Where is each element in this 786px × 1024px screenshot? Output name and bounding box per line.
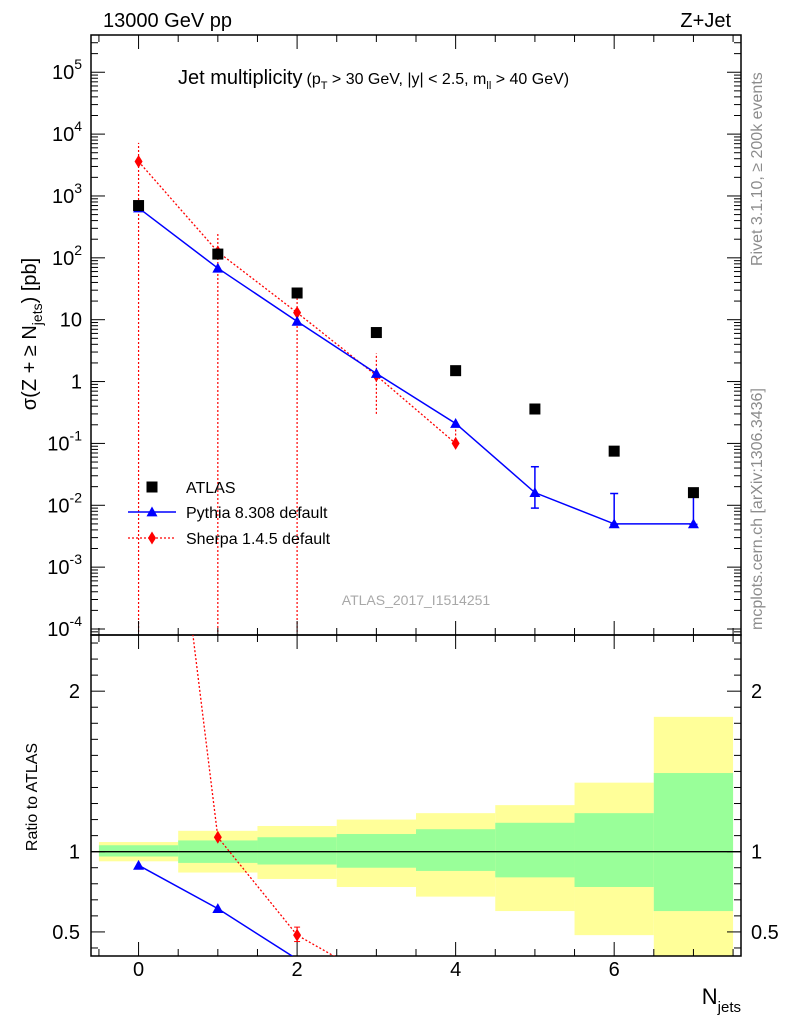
ratio-band-inner [416, 829, 496, 871]
legend-pythia-marker [146, 506, 158, 517]
ratio-pythia-marker [133, 859, 145, 870]
y-tick-label: 104 [52, 118, 82, 146]
y-tick-label: 10-1 [47, 427, 82, 455]
ratio-panel: Ratio to ATLAS 0.5 0.5 1 1 2 2 [24, 634, 779, 957]
y-tick-label: 1 [71, 372, 82, 394]
sherpa-marker [134, 155, 143, 169]
legend-sherpa-label: Sherpa 1.4.5 default [186, 531, 331, 548]
ratio-band-inner [653, 773, 734, 912]
legend-atlas-marker [146, 481, 158, 493]
pythia-marker [370, 367, 382, 378]
atlas-marker [370, 327, 382, 339]
atlas-marker [529, 403, 541, 415]
chart-title-text: Jet multiplicity [178, 67, 302, 89]
atlas-marker [450, 365, 462, 377]
legend: ATLAS Pythia 8.308 default Sherpa 1.4.5 de… [128, 480, 331, 548]
y-tick-label: 105 [52, 56, 82, 84]
sherpa-marker [451, 436, 460, 450]
chart-title: Jet multiplicity (pT > 30 GeV, |y| < 2.5,… [178, 67, 569, 92]
ratio-y-tick-label: 1 [69, 842, 80, 864]
ratio-y-tick-label: 2 [69, 681, 80, 703]
ratio-y-tick-label-right: 1 [751, 842, 762, 864]
legend-sherpa-marker [148, 531, 156, 545]
pythia-line [138, 207, 694, 525]
ratio-y-tick-label: 0.5 [52, 922, 80, 944]
ratio-y-axis-label: Ratio to ATLAS [24, 743, 41, 851]
pythia-marker [450, 417, 462, 428]
y-tick-label: 102 [52, 242, 82, 270]
x-tick-label: 6 [609, 959, 620, 981]
y-axis-label-text: σ(Z + ≥ Njets) [pb] [19, 258, 45, 410]
main-panel: Jet multiplicity (pT > 30 GeV, |y| < 2.5,… [19, 34, 742, 641]
ratio-pythia-marker [212, 903, 224, 914]
x-axis-label: Njets [702, 984, 741, 1016]
x-axis-label-text: Njets [702, 984, 741, 1016]
ratio-data-layer [133, 635, 336, 956]
header-energy-label: 13000 GeV pp [103, 10, 232, 32]
ratio-band-inner [574, 813, 654, 887]
pythia-marker [291, 315, 303, 326]
sherpa-marker [293, 306, 302, 320]
chart-subtitle: (pT > 30 GeV, |y| < 2.5, mll > 40 GeV) [306, 71, 569, 92]
atlas-marker [608, 445, 620, 457]
ratio-y-tick-label-right: 0.5 [751, 922, 779, 944]
y-tick-label: 10 [60, 310, 82, 332]
y-tick-label: 10-2 [47, 489, 82, 517]
side-label-rivet: Rivet 3.1.10, ≥ 200k events [749, 72, 766, 266]
pythia-marker [608, 518, 620, 529]
x-tick-label: 0 [133, 959, 144, 981]
ratio-band-inner [98, 845, 179, 857]
ratio-y-tick-label-right: 2 [751, 681, 762, 703]
x-tick-label: 4 [450, 959, 461, 981]
legend-atlas-label: ATLAS [186, 480, 236, 497]
main-data-layer [133, 142, 699, 635]
ratio-sherpa-marker [213, 830, 222, 844]
legend-pythia-label: Pythia 8.308 default [186, 505, 328, 522]
side-label-mcplots: mcplots.cern.ch [arXiv:1306.3436] [749, 388, 766, 630]
pythia-marker [529, 487, 541, 498]
y-tick-label: 103 [52, 180, 82, 208]
pythia-marker [212, 262, 224, 273]
atlas-marker [133, 200, 145, 212]
analysis-watermark: ATLAS_2017_I1514251 [342, 592, 491, 608]
atlas-marker [687, 487, 699, 499]
y-axis-label: σ(Z + ≥ Njets) [pb] [19, 258, 45, 410]
pythia-marker [687, 518, 699, 529]
ratio-band-inner [495, 822, 575, 878]
ratio-sherpa-marker [293, 928, 302, 942]
atlas-marker [291, 287, 303, 299]
y-tick-label: 10-3 [47, 551, 82, 579]
header-process-label: Z+Jet [680, 10, 731, 32]
x-tick-label: 2 [292, 959, 303, 981]
ratio-band-inner [257, 837, 337, 865]
y-tick-label: 10-4 [47, 613, 82, 641]
atlas-marker [212, 248, 224, 260]
ratio-band-inner [336, 834, 416, 868]
